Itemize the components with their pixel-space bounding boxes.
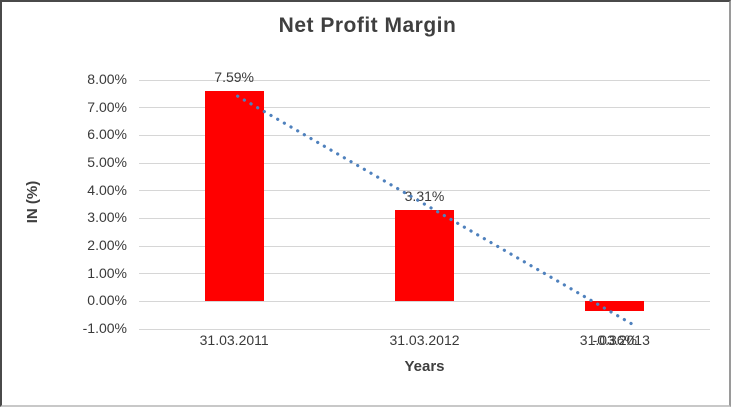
- x-axis-title: Years: [404, 358, 445, 375]
- data-label: 7.59%: [214, 69, 254, 86]
- data-label: -0.36%: [592, 332, 637, 348]
- chart-title: Net Profit Margin: [278, 14, 457, 37]
- y-tick-label: 8.00%: [87, 71, 127, 87]
- bar-31.03.2013: [585, 301, 645, 312]
- y-tick-label: 0.00%: [87, 292, 127, 309]
- y-tick-label: 7.00%: [87, 98, 127, 115]
- y-tick-label: 2.00%: [87, 237, 127, 253]
- x-category-label: 31.03.2012: [389, 332, 460, 348]
- bar-31.03.2011: [204, 91, 264, 302]
- y-tick-label: 4.00%: [87, 181, 127, 198]
- bar-31.03.2012: [395, 209, 454, 302]
- x-category-label: 31.03.2013: [579, 332, 650, 348]
- gridline: [139, 79, 710, 81]
- y-tick-label: 1.00%: [87, 264, 127, 281]
- gridline: [139, 328, 710, 330]
- data-label: 3.31%: [404, 187, 445, 204]
- y-axis-title: IN (%): [24, 180, 41, 224]
- x-category-label: 31.03.2011: [199, 332, 269, 348]
- y-tick-label: 3.00%: [87, 209, 127, 226]
- y-tick-label: 5.00%: [87, 154, 127, 170]
- y-tick-label: 6.00%: [87, 126, 127, 143]
- y-tick-label: -1.00%: [82, 320, 127, 336]
